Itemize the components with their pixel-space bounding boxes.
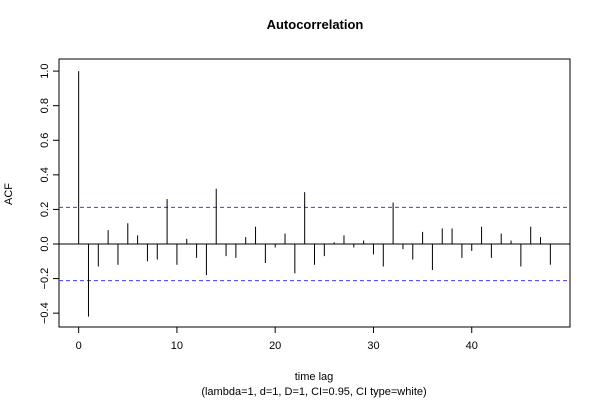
x-tick-label: 10 [171,340,183,352]
chart-title: Autocorrelation [267,17,364,32]
y-tick-label: 0.4 [39,167,51,182]
y-tick-label: 0.0 [39,236,51,251]
x-tick-label: 40 [466,340,478,352]
plot-frame [58,58,571,328]
y-tick-label: 0.2 [39,202,51,217]
y-tick-label: 0.8 [39,98,51,113]
y-tick-label: 1.0 [39,63,51,78]
x-tick-label: 0 [76,340,82,352]
y-tick-label: −0.2 [39,268,51,290]
x-tick-label: 20 [269,340,281,352]
x-tick-label: 30 [367,340,379,352]
y-tick-label: −0.4 [39,302,51,324]
chart-subtitle: (lambda=1, d=1, D=1, CI=0.95, CI type=wh… [201,386,426,398]
y-axis: −0.4 −0.2 0.0 0.2 0.4 0.6 0.8 1.0 [39,63,59,324]
x-axis-label: time lag [295,371,334,383]
x-axis: 0 10 20 30 40 [76,327,478,352]
y-tick-label: 0.6 [39,133,51,148]
plot-layer [59,71,570,317]
y-axis-label: ACF [3,183,15,205]
